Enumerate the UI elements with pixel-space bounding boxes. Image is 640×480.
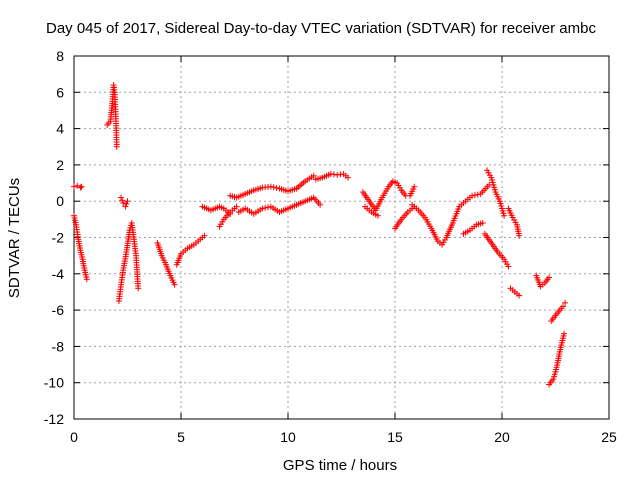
series-arc-3: [104, 82, 120, 150]
series-arc-22: [533, 272, 553, 290]
series-arc-17: [460, 219, 486, 237]
data-point: [516, 232, 523, 239]
data-point: [267, 183, 274, 190]
y-tick-label: -10: [44, 375, 64, 391]
data-point: [501, 212, 508, 219]
series-arc-8: [199, 203, 234, 217]
data-point: [317, 201, 324, 208]
series-arc-5: [118, 194, 131, 210]
data-point: [77, 184, 84, 191]
data-point: [374, 212, 381, 219]
y-axis-label: SDTVAR / TECUs: [6, 178, 23, 298]
data-point: [344, 174, 351, 181]
series-arc-1: [71, 182, 85, 191]
data-point: [124, 198, 131, 205]
data-point: [471, 192, 478, 199]
data-point: [562, 299, 569, 306]
data-point: [113, 143, 120, 150]
series-arc-9: [216, 203, 240, 230]
series-arc-6: [154, 239, 178, 288]
data-point: [71, 183, 77, 190]
y-tick-label: 6: [56, 84, 64, 100]
series-arc-16: [409, 181, 493, 248]
series-arc-20: [505, 205, 523, 239]
data-point: [265, 204, 272, 211]
data-point: [270, 184, 277, 191]
y-tick-label: -4: [52, 266, 65, 282]
data-point: [474, 191, 481, 198]
series-arc-19: [481, 230, 512, 270]
data-point: [123, 200, 130, 207]
data-point: [505, 263, 512, 270]
y-tick-label: -6: [52, 302, 65, 318]
series-arc-13: [359, 178, 418, 214]
y-tick-label: 2: [56, 157, 64, 173]
data-point: [546, 274, 553, 281]
series-arc-14: [362, 203, 381, 219]
series-arc-7: [173, 232, 208, 268]
x-tick-label: 0: [70, 429, 78, 445]
data-point: [559, 303, 566, 310]
y-tick-label: 4: [56, 121, 64, 137]
data-point: [273, 184, 280, 191]
y-tick-label: -8: [52, 338, 65, 354]
series-arc-15: [392, 203, 418, 232]
data-point: [262, 204, 269, 211]
data-point: [119, 197, 126, 204]
y-tick-label: -2: [52, 230, 65, 246]
data-point: [122, 203, 129, 210]
series-arc-2: [71, 212, 90, 283]
data-point: [201, 232, 208, 239]
y-tick-label: 8: [56, 48, 64, 64]
data-point: [118, 194, 125, 201]
data-point: [310, 172, 317, 179]
data-point: [561, 330, 568, 337]
data-point: [135, 285, 142, 292]
data-point: [78, 183, 85, 190]
y-tick-label: -12: [44, 411, 64, 427]
data-point: [83, 276, 90, 283]
data-point: [516, 292, 523, 299]
series-arc-18: [484, 167, 508, 219]
series-arc-11: [235, 194, 324, 217]
data-point: [233, 203, 240, 210]
grid: [74, 56, 609, 419]
data-point: [171, 281, 178, 288]
chart-title: Day 045 of 2017, Sidereal Day-to-day VTE…: [46, 20, 596, 37]
x-tick-label: 25: [601, 429, 617, 445]
data-point: [259, 205, 266, 212]
x-tick-label: 10: [280, 429, 296, 445]
data-points: [71, 82, 569, 388]
data-point: [74, 182, 81, 189]
series-arc-24: [546, 330, 568, 388]
series-arc-12: [312, 170, 351, 183]
x-tick-label: 5: [177, 429, 185, 445]
data-point: [120, 200, 127, 207]
data-point: [479, 219, 486, 226]
series-arc-10: [227, 172, 317, 201]
x-tick-label: 15: [387, 429, 403, 445]
series-arc-4: [115, 219, 142, 305]
x-tick-label: 20: [494, 429, 510, 445]
series-arc-23: [548, 299, 569, 324]
y-tick-label: 0: [56, 193, 64, 209]
series-arc-21: [507, 285, 523, 299]
axis-ticks: -12 -10 -8 -6 -4 -2 0 2 4 6 8 0 5 10 15 20 25: [44, 48, 617, 445]
data-point: [469, 192, 476, 199]
data-point: [411, 183, 418, 190]
x-axis-label: GPS time / hours: [283, 457, 397, 474]
